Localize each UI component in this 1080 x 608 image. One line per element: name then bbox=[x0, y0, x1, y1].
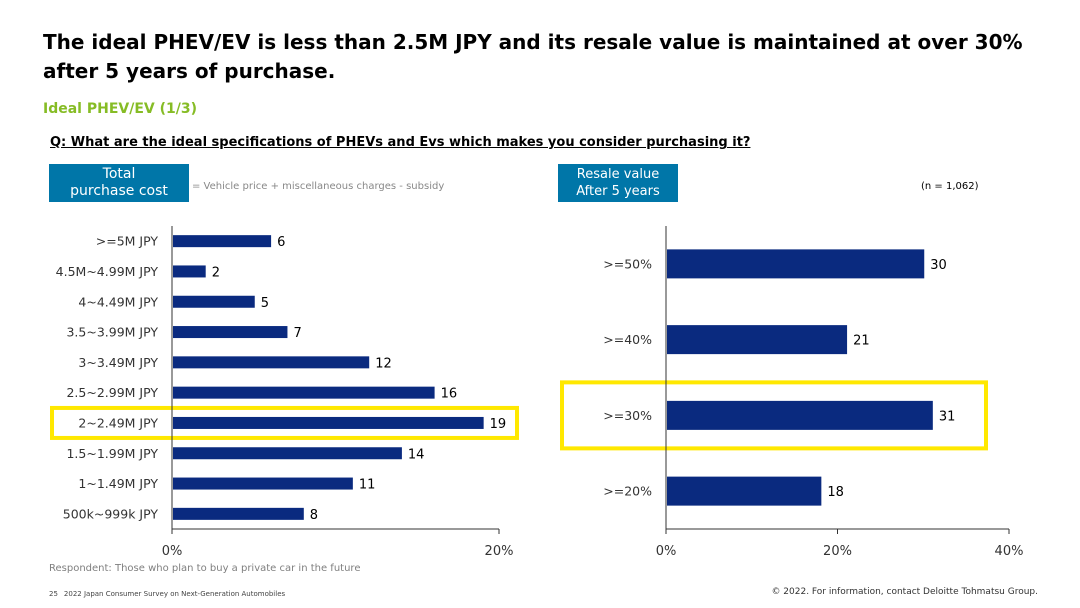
chart-1-bar bbox=[173, 416, 484, 429]
chart-1-value-label: 14 bbox=[408, 447, 425, 462]
chart-1-bar bbox=[173, 447, 402, 460]
sample-size: (n = 1,062) bbox=[921, 181, 979, 192]
chart-2-category-label: >=20% bbox=[603, 484, 652, 499]
chart-1-value-label: 12 bbox=[375, 356, 392, 371]
chart-1-highlight-box bbox=[50, 405, 519, 440]
chart-1-value-label: 8 bbox=[310, 508, 318, 523]
left-label-line-1: Total bbox=[102, 166, 136, 182]
chart-2-category-label: >=30% bbox=[603, 408, 652, 423]
chart-1-category-label: 4~4.49M JPY bbox=[78, 294, 158, 309]
page-number: 25 bbox=[49, 590, 58, 598]
chart-1-bar bbox=[173, 235, 272, 248]
chart-1-bar bbox=[173, 477, 353, 490]
chart-1-value-label: 2 bbox=[212, 265, 220, 280]
chart-1-category-label: 3.5~3.99M JPY bbox=[66, 325, 158, 340]
slide-subtitle: Ideal PHEV/EV (1/3) bbox=[43, 101, 197, 117]
chart-1-bar bbox=[173, 295, 255, 308]
survey-name: 2022 Japan Consumer Survey on Next-Gener… bbox=[63, 590, 286, 598]
chart-1-category-label: 4.5M~4.99M JPY bbox=[56, 264, 159, 279]
chart-1-value-label: 5 bbox=[261, 296, 269, 311]
chart-1-bar bbox=[173, 265, 206, 278]
chart-1-tick-label: 0% bbox=[162, 544, 183, 559]
chart-1-value-label: 19 bbox=[490, 417, 507, 432]
total-purchase-cost-label: Total purchase cost bbox=[49, 164, 189, 202]
chart-2-tick-label: 20% bbox=[823, 544, 852, 559]
right-label-line-1: Resale value bbox=[576, 167, 660, 182]
chart-2-value-label: 18 bbox=[827, 485, 844, 500]
chart-2-value-label: 21 bbox=[853, 334, 870, 349]
chart-1-bar bbox=[173, 386, 435, 399]
chart-1-category-label: 1.5~1.99M JPY bbox=[66, 446, 158, 461]
survey-question: Q: What are the ideal specifications of … bbox=[50, 135, 751, 150]
chart-1-value-label: 7 bbox=[293, 326, 301, 341]
chart-2-tick-label: 0% bbox=[656, 544, 677, 559]
chart-1-bar bbox=[173, 326, 288, 339]
chart-1-category-label: 2~2.49M JPY bbox=[78, 415, 158, 430]
chart-1-value-label: 16 bbox=[441, 387, 458, 402]
chart-1-category-label: 500k~999k JPY bbox=[63, 506, 159, 521]
chart-1-category-label: 3~3.49M JPY bbox=[78, 355, 158, 370]
chart-2-value-label: 30 bbox=[930, 258, 947, 273]
chart-1-category-label: 2.5~2.99M JPY bbox=[66, 385, 158, 400]
footer-source: 25 2022 Japan Consumer Survey on Next-Gen… bbox=[49, 590, 291, 598]
respondent-note: Respondent: Those who plan to buy a priv… bbox=[49, 563, 361, 574]
chart-2-category-label: >=50% bbox=[603, 256, 652, 271]
chart-1-tick-label: 20% bbox=[485, 544, 514, 559]
right-label-line-2: After 5 years bbox=[576, 184, 660, 199]
chart-2-value-label: 31 bbox=[939, 409, 956, 424]
chart-2-category-label: >=40% bbox=[603, 332, 652, 347]
chart-1-bar bbox=[173, 356, 370, 369]
chart-2-bar bbox=[667, 249, 925, 279]
chart-2-highlight-box bbox=[560, 380, 988, 451]
copyright: © 2022. For information, contact Deloitt… bbox=[771, 587, 1038, 597]
chart-1-category-label: 1~1.49M JPY bbox=[78, 476, 158, 491]
chart-1-bar bbox=[173, 507, 304, 520]
chart-1-value-label: 11 bbox=[359, 478, 376, 493]
chart-1-category-label: >=5M JPY bbox=[96, 234, 159, 249]
chart-2-bar bbox=[667, 476, 822, 506]
resale-value-label: Resale value After 5 years bbox=[558, 164, 678, 202]
purchase-cost-note: = Vehicle price + miscellaneous charges … bbox=[192, 181, 445, 192]
chart-2-bar bbox=[667, 400, 933, 430]
chart-2-bar bbox=[667, 325, 848, 355]
slide-headline: The ideal PHEV/EV is less than 2.5M JPY … bbox=[43, 30, 1023, 83]
chart-2-tick-label: 40% bbox=[995, 544, 1024, 559]
left-label-line-2: purchase cost bbox=[70, 183, 168, 199]
chart-1-value-label: 6 bbox=[277, 235, 285, 250]
